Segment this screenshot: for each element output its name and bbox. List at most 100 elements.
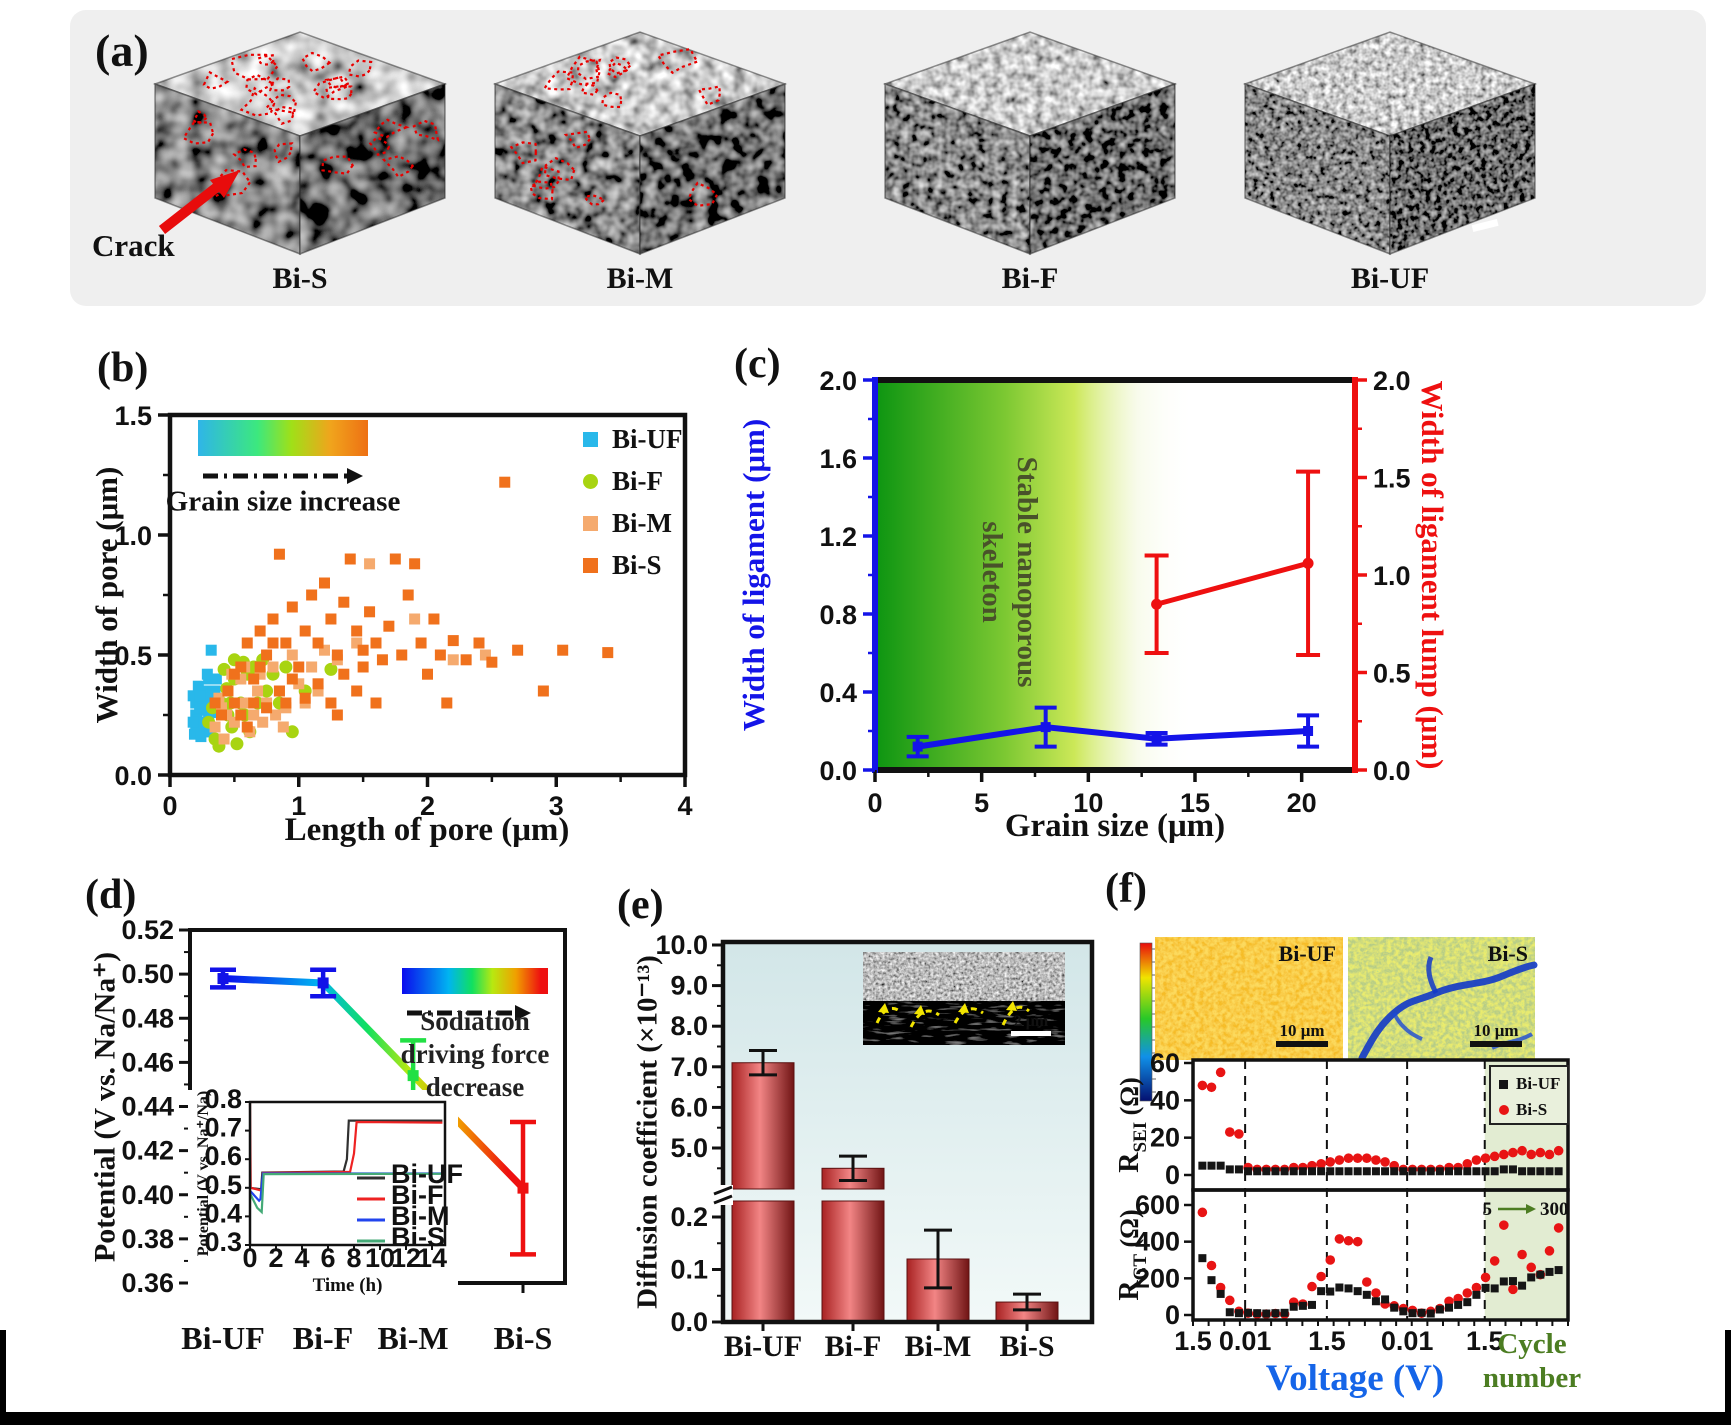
- svg-text:6: 6: [320, 1243, 335, 1273]
- panel-f-label: (f): [1105, 866, 1147, 912]
- block-label-bi-s: Bi-S: [272, 262, 328, 295]
- svg-text:40: 40: [1150, 1085, 1180, 1115]
- svg-text:0.0: 0.0: [670, 1307, 708, 1337]
- svg-text:1.0: 1.0: [1373, 561, 1411, 591]
- page-right-edge: [1725, 1330, 1731, 1425]
- b-colorbar-caption: Grain size increase: [165, 485, 401, 518]
- svg-text:0.1: 0.1: [670, 1255, 708, 1285]
- svg-text:0.4: 0.4: [819, 678, 857, 708]
- svg-text:0.8: 0.8: [819, 600, 857, 630]
- svg-text:5: 5: [1483, 1199, 1493, 1220]
- svg-text:10: 10: [365, 1243, 395, 1273]
- svg-text:1.5: 1.5: [1466, 1326, 1504, 1356]
- svg-text:7.0: 7.0: [670, 1052, 708, 1082]
- f-legend: Bi-UF Bi-S: [1489, 1065, 1569, 1125]
- svg-text:1.5: 1.5: [1174, 1326, 1212, 1356]
- svg-text:10.0: 10.0: [655, 930, 708, 960]
- svg-text:20: 20: [1287, 788, 1317, 818]
- svg-text:Potential (V vs. Na⁺/Na): Potential (V vs. Na⁺/Na): [195, 1091, 212, 1256]
- svg-text:1: 1: [291, 791, 306, 821]
- svg-text:0.01: 0.01: [1219, 1326, 1272, 1356]
- svg-text:0.3: 0.3: [204, 1227, 242, 1257]
- svg-text:9.0: 9.0: [670, 971, 708, 1001]
- f-map-label-bi-s: Bi-S: [1487, 941, 1528, 966]
- b-x-axis-title: Length of pore (μm): [284, 812, 570, 848]
- svg-text:300: 300: [1540, 1199, 1569, 1220]
- svg-text:0.0: 0.0: [114, 761, 152, 791]
- svg-text:5: 5: [974, 788, 989, 818]
- b-legend-label: Bi-S: [612, 550, 662, 580]
- e-category-bi-m: Bi-M: [904, 1330, 972, 1363]
- d-category-bi-uf: Bi-UF: [181, 1320, 265, 1356]
- svg-text:0.0: 0.0: [819, 756, 857, 786]
- b-legend-marker-bi-f: [583, 474, 598, 489]
- b-legend-marker-bi-s: [583, 558, 598, 573]
- svg-text:0.5: 0.5: [204, 1170, 242, 1200]
- panel-e-label: (e): [617, 882, 664, 928]
- svg-text:0.0: 0.0: [1373, 756, 1411, 786]
- f-legend-label: Bi-S: [1516, 1100, 1548, 1119]
- svg-text:0.46: 0.46: [121, 1047, 174, 1077]
- f-x-axis-title: Voltage (V): [1265, 1358, 1445, 1399]
- block-label-bi-m: Bi-M: [606, 262, 674, 295]
- svg-text:Time (h): Time (h): [313, 1275, 383, 1296]
- svg-text:6.0: 6.0: [670, 1092, 708, 1122]
- svg-text:10 μm: 10 μm: [1473, 1021, 1518, 1040]
- svg-text:0.5: 0.5: [114, 641, 152, 671]
- c-left-axis-title: Width of ligament (μm): [736, 418, 771, 732]
- svg-text:15: 15: [1180, 788, 1210, 818]
- block-label-bi-uf: Bi-UF: [1350, 262, 1430, 295]
- svg-text:0.38: 0.38: [121, 1224, 174, 1254]
- svg-text:0.8: 0.8: [204, 1084, 242, 1114]
- f-legend-label: Bi-UF: [1516, 1074, 1561, 1093]
- c-x-axis-title: Grain size (μm): [1004, 808, 1226, 844]
- e-category-bi-f: Bi-F: [824, 1330, 882, 1363]
- e-category-bi-uf: Bi-UF: [723, 1330, 803, 1363]
- svg-text:1.5: 1.5: [114, 401, 152, 431]
- svg-text:12: 12: [391, 1243, 421, 1273]
- pore-scatter-chart: 0 1 2 3 4 0.0 0.5 1.0 1.5: [114, 401, 692, 821]
- svg-text:0.4: 0.4: [204, 1198, 242, 1228]
- svg-text:14: 14: [417, 1243, 447, 1273]
- panel-f: 10 μm 10 μm 0 20 40 60 0 200 400 600 RSEI (Ω) RCT (…: [1100, 815, 1731, 1425]
- svg-text:0.01: 0.01: [1381, 1326, 1434, 1356]
- svg-text:1.5: 1.5: [1373, 464, 1411, 494]
- ligament-width-chart: 0 5 10 15 20 0.0 0.4 0.8 1.2 1.6 2.0 0.0 0.5 1.0 1.5 2.…: [819, 366, 1411, 818]
- svg-text:1.0: 1.0: [114, 521, 152, 551]
- svg-text:0.48: 0.48: [121, 1003, 174, 1033]
- svg-text:0: 0: [867, 788, 882, 818]
- svg-text:10: 10: [1073, 788, 1103, 818]
- e-category-bi-s: Bi-S: [999, 1330, 1055, 1363]
- svg-text:4: 4: [294, 1243, 309, 1273]
- block-label-bi-f: Bi-F: [1001, 262, 1059, 295]
- b-legend-marker-bi-uf: [583, 432, 598, 447]
- svg-text:0.5: 0.5: [1373, 659, 1411, 689]
- svg-text:8.0: 8.0: [670, 1011, 708, 1041]
- svg-text:1.2: 1.2: [819, 522, 857, 552]
- svg-text:200: 200: [1135, 1263, 1180, 1293]
- svg-text:20: 20: [1150, 1123, 1180, 1153]
- svg-text:0.44: 0.44: [121, 1092, 174, 1122]
- d-y-axis-title: Potential (V vs. Na/Na⁺): [88, 951, 122, 1263]
- svg-text:5.0: 5.0: [670, 1133, 708, 1163]
- f-cycle-number-label: Cycle number: [1482, 1328, 1582, 1395]
- svg-text:0.7: 0.7: [204, 1113, 242, 1143]
- d-category-bi-f: Bi-F: [292, 1320, 354, 1356]
- svg-text:Bi-F: Bi-F: [391, 1180, 443, 1210]
- svg-text:Bi-M: Bi-M: [391, 1201, 449, 1231]
- c-right-axis-title: Width of ligament lump (μm): [1415, 380, 1450, 770]
- svg-text:0.36: 0.36: [121, 1268, 174, 1298]
- microstructure-block-bi-f: [882, 31, 1178, 256]
- c-annotation: Stable nanoporous skeleton: [976, 456, 1043, 688]
- d-category-bi-m: Bi-M: [377, 1320, 449, 1356]
- microstructure-block-bi-m: [492, 31, 788, 256]
- panel-d-label: (d): [85, 872, 137, 918]
- svg-text:0.40: 0.40: [121, 1180, 174, 1210]
- svg-text:1.6: 1.6: [819, 444, 857, 474]
- page-bottom-rule: [0, 1412, 1731, 1425]
- svg-text:0.6: 0.6: [204, 1141, 242, 1171]
- microstructure-block-bi-uf: [1242, 31, 1538, 256]
- b-legend-label: Bi-M: [612, 508, 672, 538]
